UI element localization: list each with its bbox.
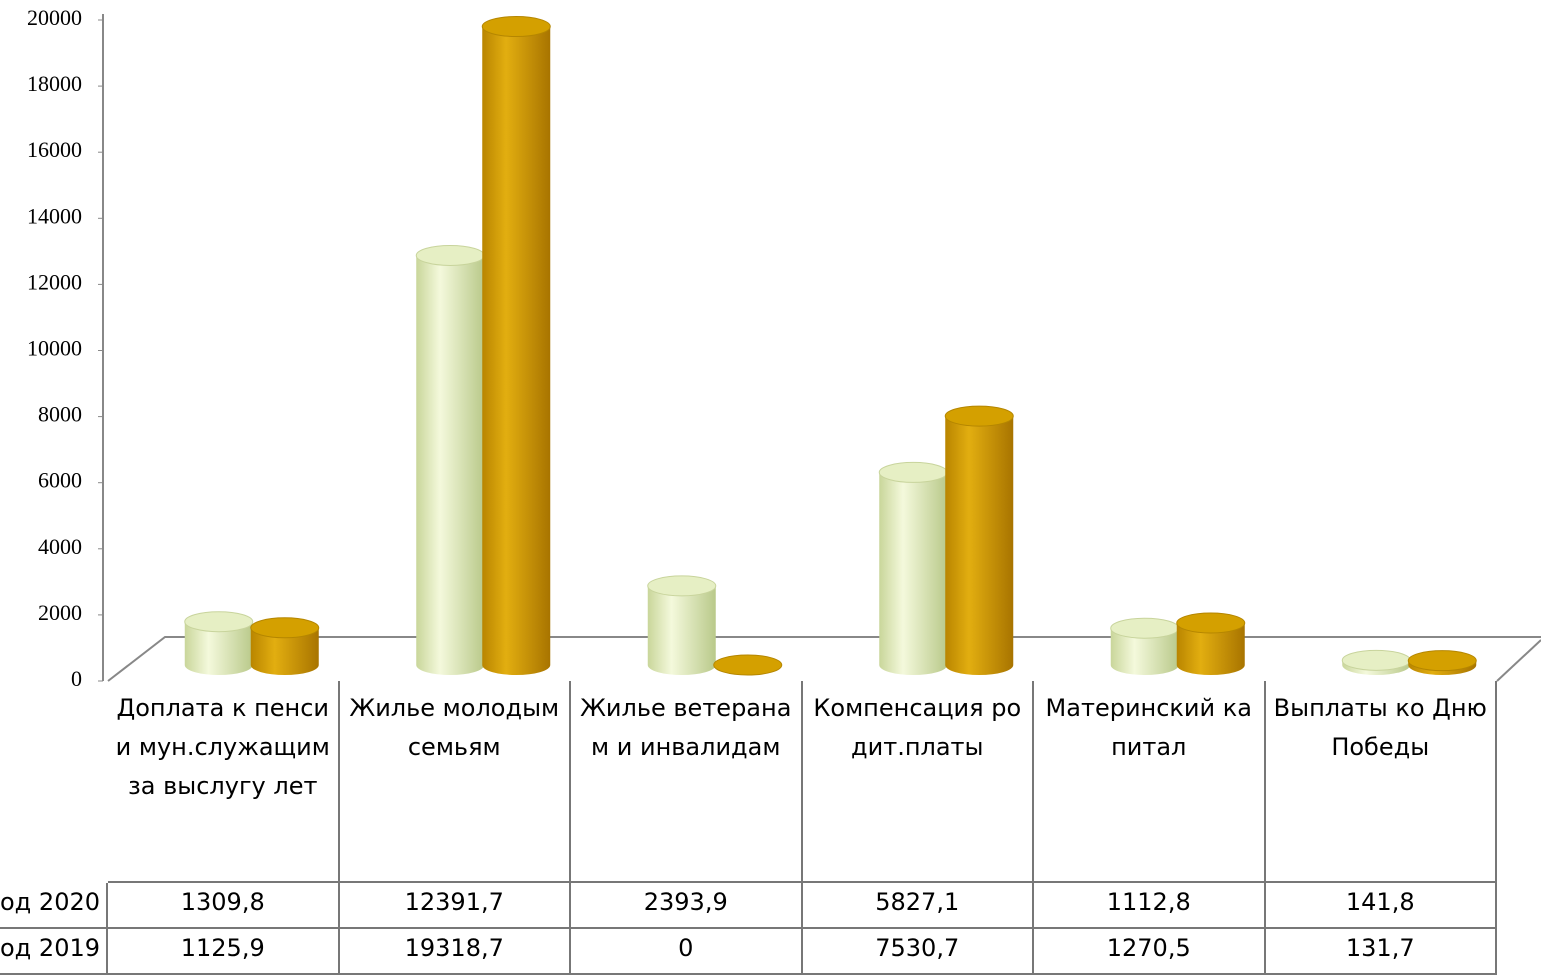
value-label: 12391,7 <box>339 883 571 929</box>
category-label: Материнский капитал <box>1034 681 1266 883</box>
bar <box>250 627 319 675</box>
y-tick-label: 8000 <box>38 402 82 427</box>
category-label: Компенсация родит.платы <box>802 681 1034 883</box>
bar <box>879 472 948 675</box>
y-tick-label: 20000 <box>27 5 82 30</box>
bar <box>1176 623 1245 675</box>
bar <box>1408 660 1477 675</box>
bar-top <box>1407 650 1477 672</box>
y-tick-label: 16000 <box>27 137 82 162</box>
legend-label: 2019 год <box>0 929 108 975</box>
bar-top <box>1341 649 1411 671</box>
y-tick-label: 14000 <box>27 203 82 228</box>
bar <box>482 26 551 675</box>
y-tick-label: 4000 <box>38 534 82 559</box>
bar <box>1110 628 1179 675</box>
legend-label: 2020 год <box>0 883 108 929</box>
bar-top <box>1176 612 1246 634</box>
category-label: Жилье ветеранам и инвалидам <box>571 681 803 883</box>
y-tick-label: 18000 <box>27 71 82 96</box>
value-label: 1309,8 <box>108 883 340 929</box>
value-label: 131,7 <box>1265 929 1497 975</box>
value-label: 7530,7 <box>802 929 1034 975</box>
value-label: 1112,8 <box>1034 883 1266 929</box>
bar-top <box>944 405 1014 427</box>
bar-top <box>647 575 717 597</box>
bar-top <box>415 244 485 266</box>
y-tick-label: 0 <box>71 666 82 691</box>
category-label: Доплата к пенсии мун.служащим за выслугу… <box>108 681 340 883</box>
value-label: 2393,9 <box>571 883 803 929</box>
value-label: 1125,9 <box>108 929 340 975</box>
value-label: 0 <box>571 929 803 975</box>
bar <box>416 255 485 675</box>
floor-back <box>107 636 1541 682</box>
value-label: 19318,7 <box>339 929 571 975</box>
bar-top <box>250 617 320 639</box>
y-tick-label: 6000 <box>38 468 82 493</box>
y-tick-label: 12000 <box>27 269 82 294</box>
category-label: Выплаты ко Дню Победы <box>1265 681 1497 883</box>
value-label: 141,8 <box>1265 883 1497 929</box>
bar <box>184 621 253 675</box>
value-label: 5827,1 <box>802 883 1034 929</box>
value-label: 1270,5 <box>1034 929 1266 975</box>
y-tick-label: 2000 <box>38 600 82 625</box>
bar <box>647 585 716 675</box>
bar-top <box>713 654 783 676</box>
floor-side <box>1496 639 1541 682</box>
bar <box>945 416 1014 675</box>
bar <box>1342 660 1411 675</box>
y-tick-label: 10000 <box>27 336 82 361</box>
bar-top <box>481 16 551 38</box>
bar-top <box>878 461 948 483</box>
category-label: Жилье молодым семьям <box>339 681 571 883</box>
bar-top <box>184 611 254 633</box>
bar-top <box>1110 617 1180 639</box>
